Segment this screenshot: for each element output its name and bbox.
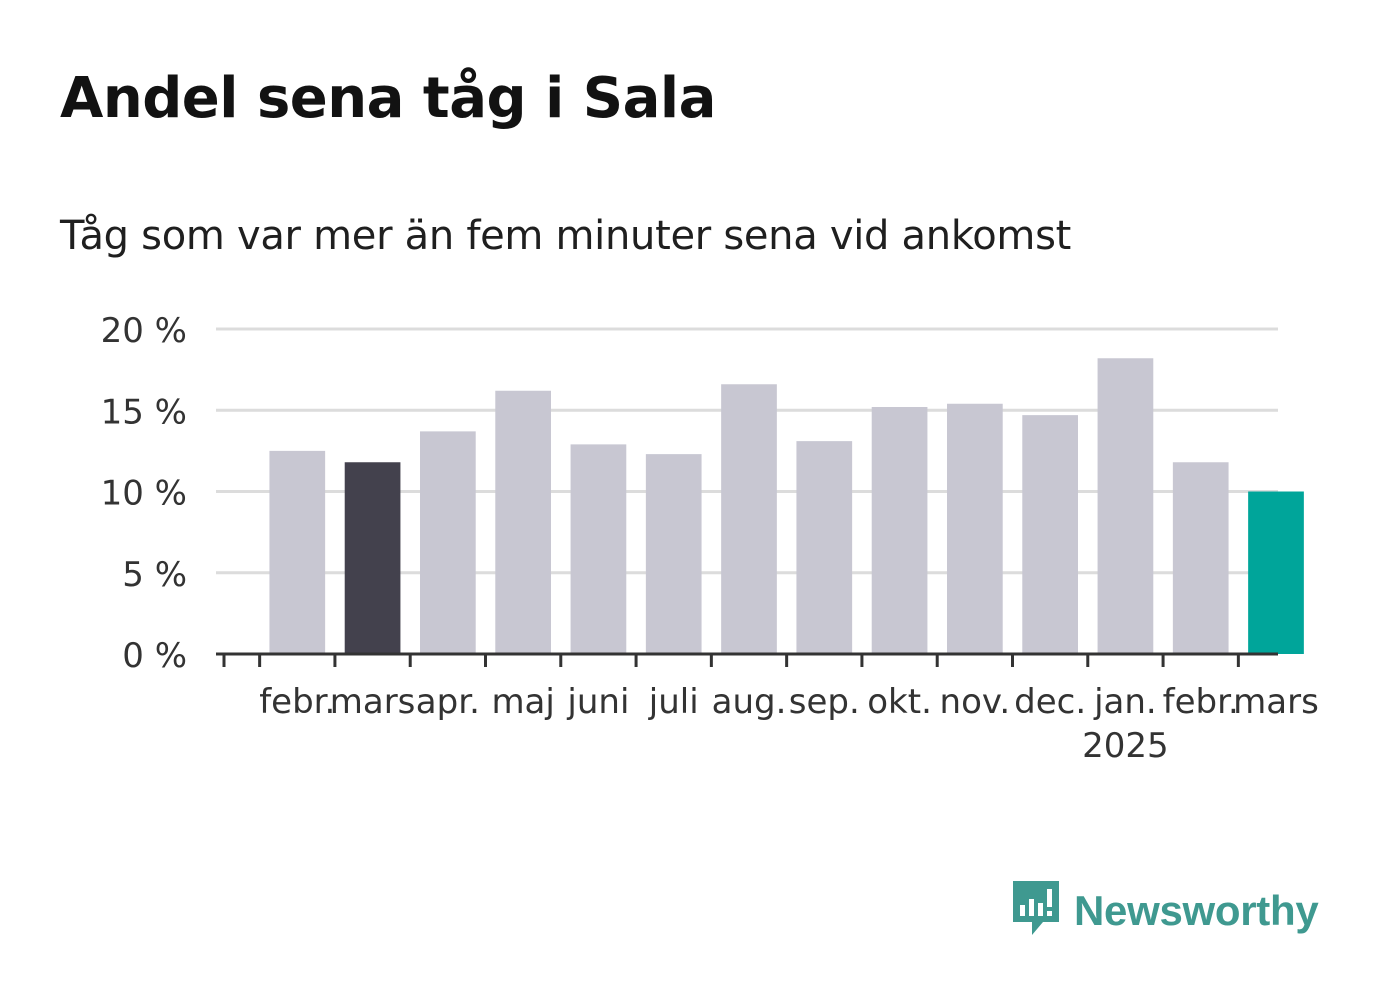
- x-tick-label: okt.: [867, 682, 932, 722]
- x-year-label: 2025: [1082, 726, 1169, 766]
- bar: [1172, 462, 1229, 654]
- y-tick-label: 0 %: [122, 636, 187, 676]
- bar: [420, 431, 476, 654]
- x-tick-labels: febr.mars apr. maj juni juli aug. sep. okt. nov.…: [259, 682, 1319, 766]
- bar: [495, 390, 551, 654]
- x-tick-label: aug.: [712, 682, 787, 722]
- newsworthy-logo-icon: [1010, 878, 1062, 944]
- bar: [1248, 491, 1304, 654]
- x-tick-label: mars: [1233, 682, 1319, 722]
- x-tick-label: maj: [491, 682, 554, 722]
- bar: [721, 384, 777, 654]
- bar: [344, 462, 401, 654]
- y-tick-labels: 0 % 5 % 10 % 15 % 20 %: [101, 311, 187, 676]
- x-tick-label: juni: [566, 682, 629, 722]
- newsworthy-logo: Newsworthy: [1010, 878, 1319, 944]
- y-tick-label: 10 %: [101, 474, 187, 514]
- x-tick-label: sep.: [789, 682, 860, 722]
- bar: [1022, 415, 1078, 654]
- bars: [269, 358, 1304, 654]
- x-tick-label: dec.: [1014, 682, 1086, 722]
- chart-subtitle: Tåg som var mer än fem minuter sena vid …: [60, 213, 1072, 259]
- y-tick-label: 15 %: [101, 392, 187, 432]
- bar: [796, 441, 853, 654]
- bar: [871, 407, 928, 654]
- bar: [947, 403, 1003, 654]
- x-tick-label: jan.: [1093, 682, 1157, 722]
- y-tick-label: 5 %: [122, 555, 187, 595]
- y-tick-label: 20 %: [101, 311, 187, 351]
- x-tick-label: mars: [330, 682, 416, 722]
- bar: [645, 454, 702, 654]
- x-axis: [216, 652, 1278, 667]
- x-tick-label: nov.: [940, 682, 1011, 722]
- x-tick-label: febr.: [259, 682, 335, 722]
- x-tick-label: apr.: [416, 682, 480, 722]
- x-tick-label: juli: [648, 682, 699, 722]
- bar: [1097, 358, 1154, 654]
- bar: [570, 444, 627, 654]
- chart-title: Andel sena tåg i Sala: [60, 66, 716, 131]
- newsworthy-logo-text: Newsworthy: [1074, 887, 1319, 934]
- x-tick-label: febr.: [1163, 682, 1239, 722]
- bar: [269, 450, 326, 654]
